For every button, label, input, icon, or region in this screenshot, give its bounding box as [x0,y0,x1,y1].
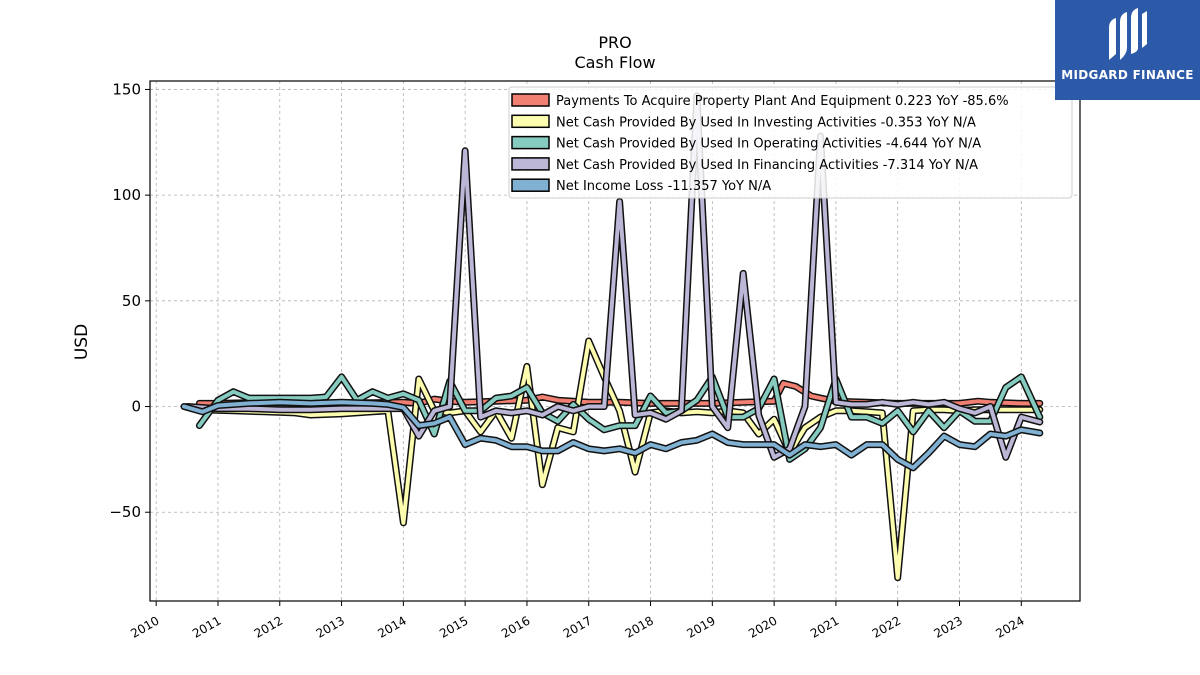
legend-swatch [511,93,550,107]
chart-title: PRO [598,33,631,52]
legend-entry: Net Cash Provided By Used In Operating A… [511,135,981,152]
series-line-stroke [182,400,1042,470]
midgard-m-logo-icon [1109,8,1147,60]
y-tick-label: 100 [112,186,141,204]
x-tick-label: 2020 [746,613,779,640]
legend-entry: Net Cash Provided By Used In Financing A… [511,157,978,173]
y-tick-label: −50 [109,503,141,521]
y-tick-label: 150 [112,80,141,98]
series-line-stroke [197,374,1042,462]
x-tick-label: 2015 [437,613,470,640]
x-tick-label: 2014 [375,613,408,640]
legend-swatch [511,114,550,129]
x-tick-label: 2019 [684,613,717,640]
series-line-5 [180,398,1044,472]
y-axis-ticks: −50 0 50 100 150 [109,80,150,521]
x-tick-label: 2021 [808,613,841,640]
legend: Payments To Acquire Property Plant And E… [508,86,1073,199]
legend-entry: Net Income Loss -11.357 YoY N/A [511,178,771,194]
legend-box [508,86,1073,199]
legend-swatch [511,135,550,150]
legend-label: Net Cash Provided By Used In Financing A… [556,158,978,173]
legend-label: Payments To Acquire Property Plant And E… [556,94,1009,109]
chart-subtitle: Cash Flow [574,53,655,72]
y-axis-label: USD [72,324,92,360]
legend-label: Net Income Loss -11.357 YoY N/A [556,179,771,194]
legend-swatch [511,178,550,192]
x-tick-label: 2017 [561,613,594,640]
brand-badge: MIDGARD FINANCE [1055,0,1200,100]
legend-swatch [511,157,550,171]
legend-label: Net Cash Provided By Used In Investing A… [556,115,976,130]
x-tick-label: 2016 [499,613,532,640]
plot-frame [149,80,1081,602]
series-line-3 [195,373,1044,463]
legend-entry: Payments To Acquire Property Plant And E… [511,93,1009,109]
legend-entry: Net Cash Provided By Used In Investing A… [511,114,976,130]
x-tick-label: 2023 [932,613,965,640]
series-lines [180,92,1044,582]
series-line-4 [183,92,1044,461]
x-tick-label: 2018 [623,613,656,640]
brand-name: MIDGARD FINANCE [1061,68,1194,82]
series-line-stroke [197,339,1042,580]
x-axis-ticks: 2010 2011 2012 2013 2014 2015 2016 2017 2018 2019… [128,601,1027,641]
x-tick-label: 2022 [870,613,903,640]
x-tick-label: 2012 [252,613,285,640]
y-tick-label: 50 [122,292,141,310]
series-line-outline [195,337,1044,582]
x-tick-label: 2011 [190,613,223,640]
series-line-2 [195,337,1044,582]
x-tick-label: 2013 [314,613,347,640]
x-tick-label: 2024 [993,613,1026,640]
y-tick-label: 0 [131,398,141,416]
series-line-stroke [185,93,1042,460]
x-tick-label: 2010 [128,613,161,640]
legend-label: Net Cash Provided By Used In Operating A… [556,137,981,152]
